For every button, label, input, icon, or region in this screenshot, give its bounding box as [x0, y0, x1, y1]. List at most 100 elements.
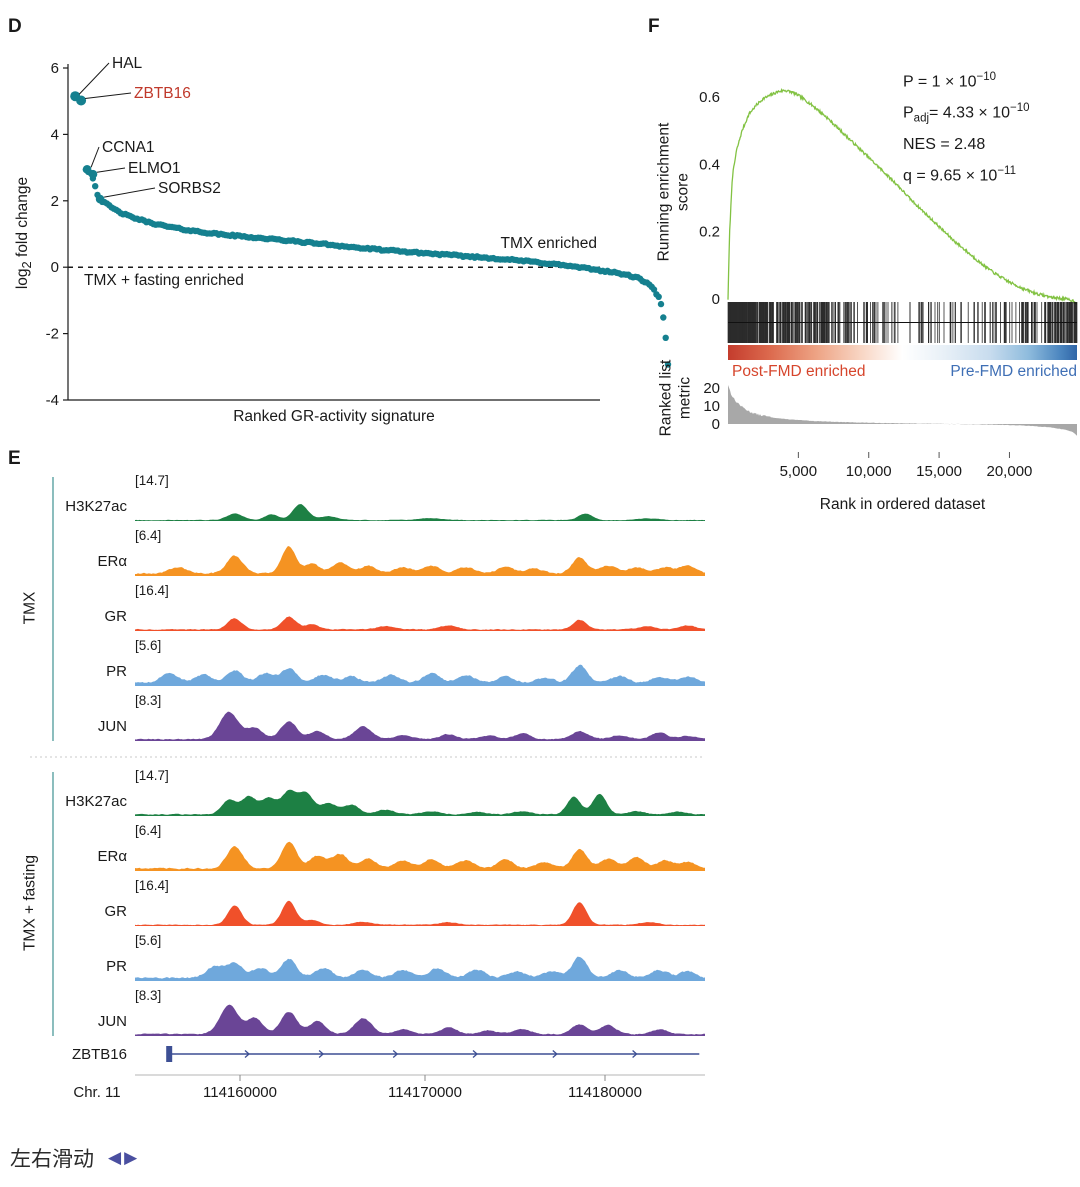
- stat-padj-base: P: [903, 104, 914, 122]
- f-res-axis-label-line1: Running enrichment: [655, 122, 673, 262]
- stat-q: q = 9.65 × 10−11: [903, 158, 1030, 189]
- gene-name-label: ZBTB16: [72, 1046, 127, 1063]
- track-scale-label: [16.4]: [135, 583, 169, 598]
- coverage-track-era-tmx: [135, 546, 705, 576]
- d-y-axis-label-post: fold change: [13, 176, 31, 262]
- d-y-axis-label-sub: 2: [18, 261, 34, 269]
- chromosome-label: Chr. 11: [73, 1084, 120, 1101]
- gene-direction-arrow: [632, 1050, 638, 1058]
- swipe-control: 左右滑动 ◀ ▶: [10, 1143, 137, 1173]
- ranked-list-metric-area: [728, 385, 1077, 436]
- svg-text:-4: -4: [46, 392, 59, 409]
- gene-direction-arrow: [318, 1050, 325, 1058]
- f-res-axis-label: Running enrichment score: [655, 123, 694, 262]
- coverage-track-jun-tmx: [135, 711, 705, 741]
- gsea-stats: P = 1 × 10−10 Padj= 4.33 × 10−10 NES = 2…: [903, 64, 1030, 189]
- group-label-tmx-fasting: TMX + fasting: [21, 854, 39, 952]
- track-scale-label: [8.3]: [135, 988, 161, 1003]
- genome-browser-tracks: [14.7] H3K27ac [6.4] ERα [16.4] GR [5.6] PR [8.3…: [30, 473, 705, 1101]
- d-y-axis-label: log2 fold change: [13, 177, 35, 289]
- coverage-track-gr-tmx: [135, 616, 705, 631]
- svg-text:-2: -2: [46, 326, 59, 343]
- svg-text:4: 4: [51, 126, 59, 143]
- stat-p: P = 1 × 10−10: [903, 64, 1030, 95]
- f-x-axis-label: Rank in ordered dataset: [819, 496, 986, 513]
- coordinate-tick-label: 114170000: [388, 1084, 462, 1101]
- svg-text:0: 0: [51, 259, 59, 276]
- rlm-tick-label: 0: [712, 416, 720, 433]
- track-name-label: H3K27ac: [65, 498, 127, 515]
- track-scale-label: [5.6]: [135, 933, 161, 948]
- track-scale-label: [8.3]: [135, 693, 161, 708]
- track-name-label: GR: [105, 608, 128, 625]
- track-scale-label: [16.4]: [135, 878, 169, 893]
- track-scale-label: [14.7]: [135, 473, 169, 488]
- f-x-tick-label: 5,000: [780, 463, 818, 480]
- svg-text:6: 6: [51, 60, 59, 77]
- coverage-track-h3k27ac-fasting: [135, 789, 705, 816]
- stat-padj-subscript: adj: [913, 112, 930, 125]
- gene-label-zbtb16: ZBTB16: [134, 85, 191, 102]
- d-y-axis-label-pre: log: [13, 268, 31, 290]
- gene-label-ccna1: CCNA1: [102, 139, 155, 156]
- f-rlm-axis-label: Ranked list metric: [657, 360, 696, 437]
- stat-p-base: P = 1 × 10: [903, 73, 977, 91]
- panel-label-d: D: [8, 16, 22, 37]
- gene-label-sorbs2: SORBS2: [158, 180, 221, 197]
- track-name-label: JUN: [98, 718, 127, 735]
- coordinate-tick-label: 114180000: [568, 1084, 642, 1101]
- coordinate-tick-label: 114160000: [203, 1084, 277, 1101]
- stat-nes: NES = 2.48: [903, 135, 986, 153]
- track-name-label: PR: [106, 663, 127, 680]
- gene-direction-arrow: [472, 1050, 478, 1058]
- swipe-left-button[interactable]: ◀: [108, 1148, 122, 1167]
- stat-q-base: q = 9.65 × 10: [903, 167, 998, 185]
- track-scale-label: [5.6]: [135, 638, 161, 653]
- res-tick-label: 0: [712, 291, 720, 308]
- res-tick-label: 0.4: [699, 156, 720, 173]
- group-label-tmx: TMX: [21, 591, 39, 625]
- track-scale-label: [14.7]: [135, 768, 169, 783]
- gene-direction-arrow: [244, 1050, 250, 1058]
- tmx-enriched-label: TMX enriched: [500, 235, 597, 252]
- gene-label-elmo1: ELMO1: [128, 160, 181, 177]
- coverage-track-h3k27ac-tmx: [135, 504, 705, 521]
- coverage-track-pr-fasting: [135, 956, 705, 981]
- stat-p-exponent: −10: [976, 71, 997, 83]
- panel-label-f: F: [648, 16, 660, 37]
- swipe-hint: 左右滑动: [10, 1148, 94, 1171]
- track-name-label: GR: [105, 903, 128, 920]
- rlm-tick-label: 20: [703, 380, 720, 397]
- track-name-label: ERα: [97, 848, 127, 865]
- rank-colorbar: [728, 345, 1077, 360]
- coverage-track-gr-fasting: [135, 900, 705, 926]
- f-res-axis-label-line2: score: [675, 173, 692, 211]
- svg-text:2: 2: [51, 193, 59, 210]
- gene-annotations: HAL ZBTB16 CCNA1 ELMO1 SORBS2: [78, 55, 221, 198]
- panel-label-e: E: [8, 448, 21, 469]
- stat-padj: Padj= 4.33 × 10−10: [903, 95, 1030, 132]
- coverage-track-jun-fasting: [135, 1004, 705, 1036]
- d-y-ticks: 6 4 2 0 -2 -4: [46, 60, 68, 409]
- res-tick-label: 0.2: [699, 224, 720, 241]
- f-x-tick-label: 20,000: [987, 463, 1033, 480]
- track-scale-label: [6.4]: [135, 528, 161, 543]
- gr-activity-scatter-chart: 6 4 2 0 -2 -4 HAL ZBTB16 CCNA1 ELMO1 SORBS2: [46, 55, 672, 409]
- rlm-tick-label: 10: [703, 398, 720, 415]
- stat-q-exponent: −11: [997, 164, 1016, 177]
- f-rlm-axis-label-line2: metric: [677, 376, 694, 420]
- coverage-track-pr-tmx: [135, 664, 705, 686]
- stat-padj-exponent: −10: [1010, 102, 1030, 115]
- gene-direction-arrow: [552, 1050, 558, 1058]
- running-es-curve: [727, 87, 1078, 305]
- f-x-tick-label: 10,000: [846, 463, 892, 480]
- f-x-tick-label: 15,000: [916, 463, 962, 480]
- stat-padj-value: = 4.33 × 10: [929, 104, 1010, 122]
- swipe-right-button[interactable]: ▶: [124, 1148, 138, 1167]
- d-x-axis-label: Ranked GR-activity signature: [233, 408, 435, 425]
- track-name-label: JUN: [98, 1013, 127, 1030]
- gene-direction-arrow: [392, 1050, 399, 1058]
- scatter-points: [70, 91, 672, 368]
